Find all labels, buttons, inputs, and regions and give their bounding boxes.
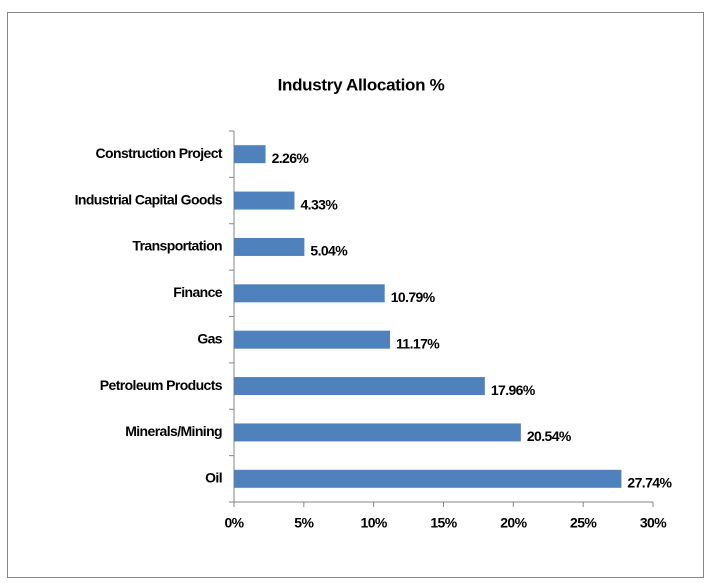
y-tick-label: Minerals/Mining [125,423,222,439]
bar [234,284,385,303]
x-tick-label: 10% [361,515,388,531]
value-label: 20.54% [527,428,572,444]
y-tick-label: Petroleum Products [100,377,223,393]
bar [234,423,521,442]
y-tick-label: Finance [173,284,223,300]
value-label: 17.96% [491,382,536,398]
x-tick-label: 5% [294,515,314,531]
y-tick-label: Transportation [132,238,222,254]
y-tick-label: Gas [197,330,222,346]
x-tick-label: 30% [640,515,667,531]
value-label: 5.04% [310,243,348,259]
x-tick-label: 0% [224,515,244,531]
bar [234,377,485,396]
value-label: 27.74% [627,475,672,491]
bar [234,330,391,349]
value-label: 2.26% [272,150,310,166]
y-tick-label: Industrial Capital Goods [75,191,223,207]
bar [234,469,622,488]
chart-title: Industry Allocation % [278,75,445,94]
x-tick-label: 15% [430,515,457,531]
bar [234,145,266,164]
y-tick-label: Construction Project [96,145,223,161]
value-label: 10.79% [391,289,436,305]
bar [234,191,295,210]
x-tick-label: 25% [570,515,597,531]
value-label: 11.17% [396,335,440,351]
bar [234,237,305,256]
x-tick-label: 20% [500,515,527,531]
value-label: 4.33% [300,196,338,212]
y-tick-label: Oil [205,470,222,486]
